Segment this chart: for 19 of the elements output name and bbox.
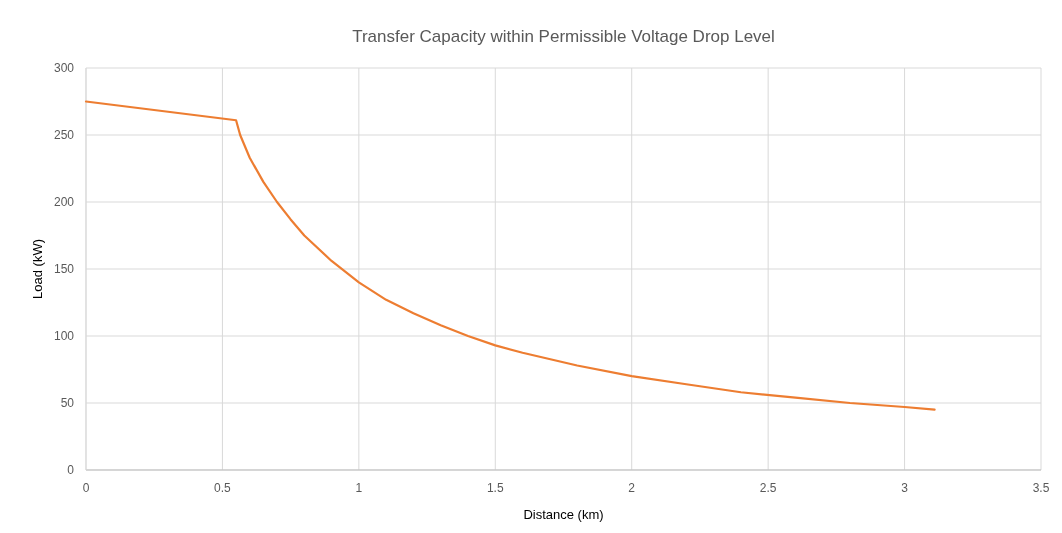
x-tick-label: 0.5 <box>214 481 232 495</box>
x-tick-label: 3 <box>901 481 909 495</box>
y-tick-label: 50 <box>60 396 75 410</box>
x-tick-label: 1 <box>355 481 363 495</box>
y-tick-label: 0 <box>67 463 75 477</box>
x-tick-label: 0 <box>82 481 90 495</box>
y-tick-label: 100 <box>53 329 75 343</box>
y-tick-label: 250 <box>53 128 75 142</box>
x-tick-label: 2.5 <box>759 481 777 495</box>
x-axis-title: Distance (km) <box>523 507 604 522</box>
y-axis-title: Load (kW) <box>30 239 45 299</box>
x-tick-label: 2 <box>628 481 636 495</box>
line-series <box>84 100 936 411</box>
x-tick-label: 3.5 <box>1032 481 1050 495</box>
chart-title: Transfer Capacity within Permissible Voltage Drop Level <box>352 27 775 46</box>
y-tick-label: 300 <box>53 61 75 75</box>
x-tick-label: 1.5 <box>486 481 504 495</box>
y-tick-label: 200 <box>53 195 75 209</box>
y-tick-label: 150 <box>53 262 75 276</box>
